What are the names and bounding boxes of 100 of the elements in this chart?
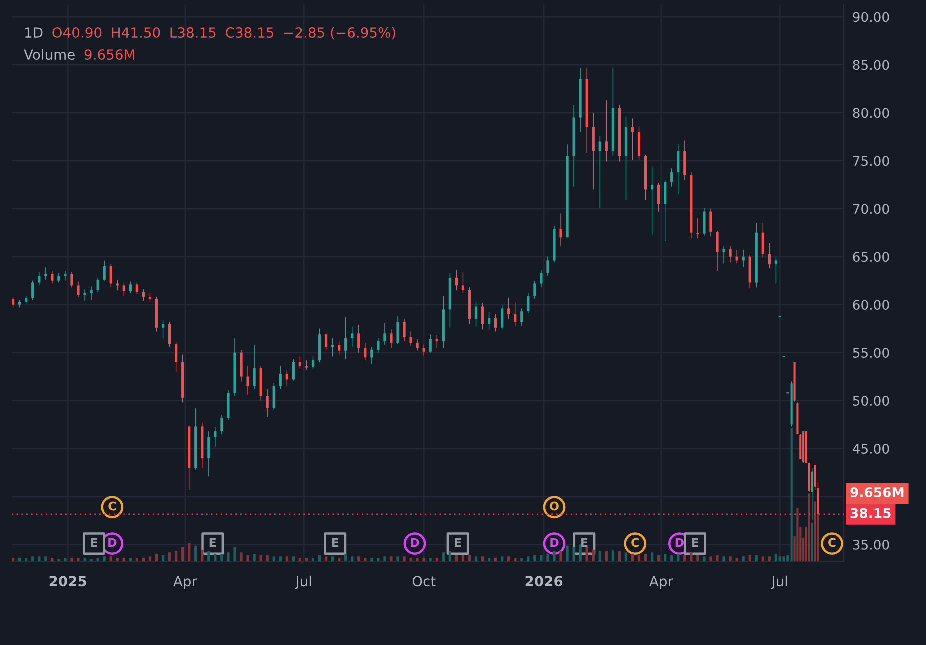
candlestick <box>84 289 86 302</box>
candlestick <box>103 260 106 282</box>
annotation: C38.15 <box>226 28 274 38</box>
candlestick <box>122 282 126 297</box>
candlestick <box>520 308 524 326</box>
candlestick <box>377 338 380 354</box>
candlestick <box>332 338 334 358</box>
candlestick <box>162 320 165 339</box>
data-label: C <box>632 538 639 548</box>
bar <box>234 547 236 562</box>
bar <box>188 543 191 562</box>
x-tick-label: 2025 <box>50 576 86 587</box>
bar <box>703 556 706 562</box>
bar <box>729 556 732 562</box>
y-tick-label: 80.00 <box>853 108 890 118</box>
candlestick <box>64 270 67 282</box>
bar <box>220 554 224 562</box>
candlestick <box>12 296 15 308</box>
data-label: D <box>676 538 684 548</box>
bar <box>650 552 654 562</box>
annotation: H41.50 <box>112 28 160 38</box>
candlestick <box>455 270 458 291</box>
candlestick <box>266 388 269 418</box>
candlestick <box>474 302 478 328</box>
bar <box>808 494 810 562</box>
bar <box>579 544 582 562</box>
bar <box>560 551 562 562</box>
bar <box>546 554 550 562</box>
data-label: C <box>108 502 116 511</box>
bar <box>722 556 726 562</box>
candlestick <box>677 144 680 195</box>
bar <box>540 555 543 562</box>
candlestick <box>298 356 302 370</box>
bar <box>194 546 198 562</box>
candlestick <box>175 342 178 372</box>
candlestick <box>305 360 308 370</box>
candlestick <box>58 272 60 284</box>
candlestick <box>214 427 217 448</box>
ref-line-label: 38.15 <box>850 508 891 518</box>
candlestick <box>811 468 814 520</box>
candlestick <box>650 166 654 236</box>
candlestick <box>142 289 146 302</box>
bar <box>612 550 614 562</box>
candlestick <box>292 359 295 381</box>
data-label: D <box>108 538 117 548</box>
bar <box>168 552 172 562</box>
bar <box>710 556 712 562</box>
candlestick <box>774 257 778 284</box>
candlestick <box>90 286 93 300</box>
candlestick <box>534 280 536 300</box>
y-tick-label: 60.00 <box>853 300 890 310</box>
candlestick <box>370 346 374 365</box>
y-tick-label: 90.00 <box>853 12 890 22</box>
bar <box>227 552 230 562</box>
candlestick <box>664 180 667 242</box>
data-label: E <box>91 538 98 548</box>
candlestick <box>338 340 341 356</box>
candlestick <box>508 298 510 320</box>
y-tick-label: 50.00 <box>853 396 890 406</box>
candlestick <box>494 314 498 332</box>
candlestick <box>710 208 712 238</box>
x-tick-label: Jul <box>771 576 788 590</box>
candlestick <box>540 270 543 288</box>
bar <box>70 558 74 562</box>
candlestick <box>501 304 504 330</box>
bar <box>566 546 569 562</box>
text: 9.656M <box>850 488 904 498</box>
bar <box>572 547 576 562</box>
annotation: 9.656M <box>84 50 134 60</box>
candlestick <box>631 118 634 160</box>
y-tick-label: 45.00 <box>852 444 890 454</box>
candlestick <box>32 280 34 300</box>
data-label: E <box>332 538 339 548</box>
x-tick-label: 2026 <box>526 576 563 587</box>
candlestick <box>488 312 491 330</box>
y-tick-label: 65.00 <box>853 252 890 262</box>
candlestick <box>638 126 641 160</box>
candlestick <box>364 342 367 361</box>
candlestick <box>396 316 400 345</box>
data-label: E <box>582 538 588 548</box>
y-tick-label: 70.00 <box>853 204 890 214</box>
candlestick <box>38 272 41 286</box>
bar <box>782 556 786 562</box>
candlestick <box>658 182 660 212</box>
bar <box>84 558 86 562</box>
candlestick <box>462 272 465 294</box>
data-label: D <box>411 538 420 548</box>
candlestick <box>96 278 100 293</box>
bar <box>182 547 184 562</box>
candlestick <box>246 366 250 396</box>
bar <box>240 552 243 562</box>
candlestick <box>762 222 764 258</box>
candlestick <box>703 208 706 236</box>
candlestick <box>514 302 517 328</box>
candlestick <box>598 136 602 208</box>
candlestick <box>592 112 595 190</box>
candlestick <box>77 281 80 298</box>
candlestick <box>44 267 48 280</box>
candlestick <box>220 414 224 435</box>
bar <box>592 550 595 562</box>
